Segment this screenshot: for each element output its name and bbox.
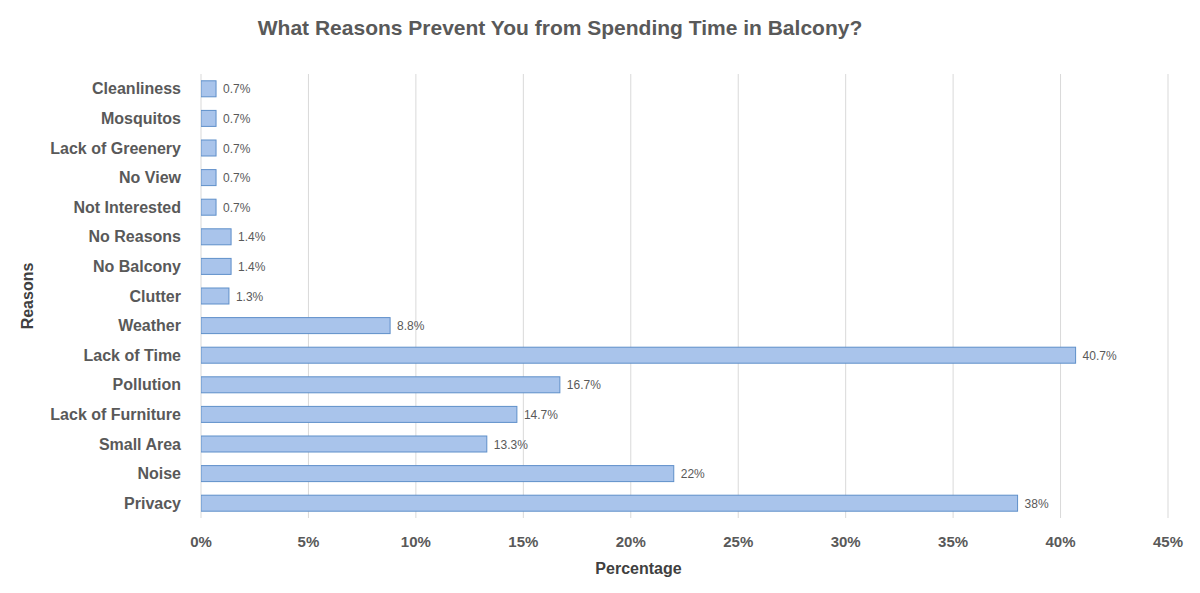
tick-label: 25% (723, 533, 753, 550)
category-label: Weather (118, 317, 181, 334)
category-label: Lack of Greenery (50, 140, 181, 157)
grid-line (845, 74, 846, 518)
category-label: No Reasons (89, 228, 182, 245)
tick-label: 40% (1046, 533, 1076, 550)
bar (201, 110, 216, 126)
tick-label: 35% (938, 533, 968, 550)
grid-line (738, 74, 739, 518)
grid-line (1060, 74, 1061, 518)
category-label: No Balcony (93, 258, 181, 275)
bar (201, 347, 1076, 363)
x-axis-label: Percentage (595, 560, 681, 577)
tick-label: 30% (831, 533, 861, 550)
data-label: 40.7% (1083, 349, 1117, 363)
category-label: Clutter (129, 288, 181, 305)
category-label: Noise (137, 465, 181, 482)
bar (201, 258, 231, 274)
category-label: Lack of Time (83, 347, 181, 364)
grid-line (630, 74, 631, 518)
data-label: 38% (1025, 497, 1049, 511)
bar (201, 140, 216, 156)
category-label: Pollution (113, 376, 181, 393)
y-axis-label: Reasons (19, 263, 36, 330)
tick-label: 5% (298, 533, 320, 550)
bar (201, 318, 390, 334)
tick-label: 20% (616, 533, 646, 550)
bar (201, 436, 487, 452)
data-label: 0.7% (223, 142, 251, 156)
data-label: 16.7% (567, 378, 601, 392)
category-label: Cleanliness (92, 80, 181, 97)
data-label: 13.3% (494, 438, 528, 452)
category-label: Lack of Furniture (50, 406, 181, 423)
data-label: 1.3% (236, 290, 264, 304)
category-label: Mosquitos (101, 110, 181, 127)
title: What Reasons Prevent You from Spending T… (258, 16, 862, 39)
data-label: 22% (681, 467, 705, 481)
category-label: Privacy (124, 495, 181, 512)
tick-label: 45% (1153, 533, 1183, 550)
tick-label: 15% (508, 533, 538, 550)
bar (201, 170, 216, 186)
bar (201, 288, 229, 304)
category-label: No View (119, 169, 182, 186)
data-label: 0.7% (223, 112, 251, 126)
bar (201, 229, 231, 245)
tick-label: 0% (190, 533, 212, 550)
bar (201, 81, 216, 97)
tick-label: 10% (401, 533, 431, 550)
data-label: 0.7% (223, 201, 251, 215)
data-label: 1.4% (238, 260, 266, 274)
bar (201, 199, 216, 215)
bar (201, 466, 674, 482)
bar (201, 495, 1018, 511)
chart: 0% 5% 10% 15% 20% 25% 30% 35% 40% 45% 0.7% 0.7% 0.7%… (0, 0, 1200, 593)
data-label: 14.7% (524, 408, 558, 422)
category-label: Small Area (99, 436, 181, 453)
bar (201, 406, 517, 422)
bars (201, 81, 1076, 511)
bar (201, 377, 560, 393)
grid-line (953, 74, 954, 518)
data-label: 1.4% (238, 230, 266, 244)
data-label: 0.7% (223, 82, 251, 96)
grid (201, 74, 1168, 518)
grid-line (1168, 74, 1169, 518)
data-label: 0.7% (223, 171, 251, 185)
category-label: Not Interested (73, 199, 181, 216)
data-label: 8.8% (397, 319, 425, 333)
